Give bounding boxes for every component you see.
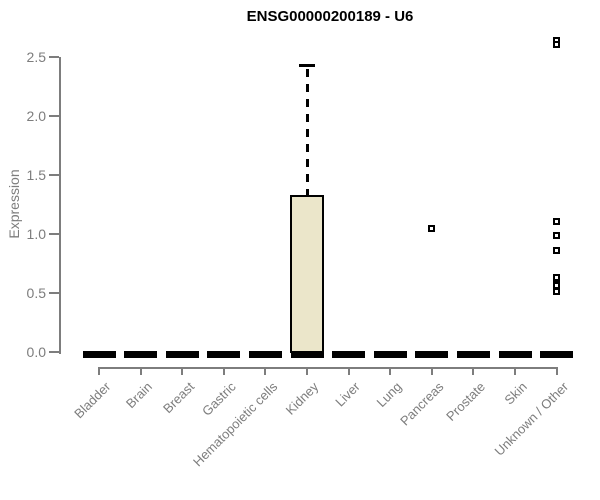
median-bar[interactable] xyxy=(415,351,449,358)
chart-title: ENSG00000200189 - U6 xyxy=(246,8,414,25)
outlier-marker[interactable] xyxy=(553,217,561,225)
x-category-label: Prostate xyxy=(443,379,489,424)
x-axis-tick xyxy=(514,367,516,375)
x-axis-tick xyxy=(347,367,350,375)
outlier-marker[interactable] xyxy=(553,231,561,239)
x-axis-tick xyxy=(139,367,142,375)
median-bar[interactable] xyxy=(540,351,574,358)
median-bar[interactable] xyxy=(82,351,116,358)
median-bar[interactable] xyxy=(248,351,282,358)
outlier-marker[interactable] xyxy=(428,224,436,232)
median-bar[interactable] xyxy=(124,351,158,358)
whisker-cap xyxy=(299,64,315,68)
outlier-marker[interactable] xyxy=(553,40,561,48)
x-axis-tick xyxy=(555,367,558,375)
x-category-label: Gastric xyxy=(198,379,239,419)
median-bar[interactable] xyxy=(456,351,490,358)
median-bar[interactable] xyxy=(373,351,407,358)
x-axis-tick xyxy=(264,367,267,375)
y-axis-tick xyxy=(48,351,59,353)
x-category-label: Kidney xyxy=(282,379,322,418)
y-axis-tick xyxy=(48,233,59,235)
box[interactable] xyxy=(290,195,324,353)
outlier-marker[interactable] xyxy=(553,288,561,296)
y-tick-label: 0.0 xyxy=(26,344,46,360)
y-axis-line xyxy=(58,57,61,354)
x-category-label: Skin xyxy=(501,379,530,408)
x-category-label: Lung xyxy=(373,379,405,411)
y-tick-label: 2.0 xyxy=(26,108,46,124)
x-axis-line xyxy=(98,367,558,369)
x-axis-tick xyxy=(306,367,308,375)
x-category-label: Breast xyxy=(159,379,197,417)
y-axis-tick xyxy=(48,115,59,117)
x-axis-tick xyxy=(181,367,184,375)
x-category-label: Bladder xyxy=(71,379,114,422)
median-bar[interactable] xyxy=(332,351,366,358)
x-category-label: Unknown / Other xyxy=(491,379,572,459)
median-bar[interactable] xyxy=(290,351,324,358)
x-axis-tick xyxy=(472,367,475,375)
x-axis-tick xyxy=(430,367,433,375)
x-axis-tick xyxy=(98,367,100,375)
median-bar[interactable] xyxy=(207,351,241,358)
x-axis-tick xyxy=(222,367,225,375)
y-axis-tick xyxy=(48,56,59,58)
y-tick-label: 2.5 xyxy=(26,49,46,65)
y-tick-label: 0.5 xyxy=(26,285,46,301)
x-category-label: Pancreas xyxy=(396,379,447,429)
x-axis-tick xyxy=(389,367,392,375)
outlier-marker[interactable] xyxy=(553,247,561,255)
median-bar[interactable] xyxy=(498,351,532,358)
whisker-line xyxy=(305,69,309,196)
y-tick-label: 1.5 xyxy=(26,167,46,183)
x-category-label: Brain xyxy=(123,379,156,412)
y-axis-tick xyxy=(48,174,59,176)
y-axis-tick xyxy=(48,292,59,294)
median-bar[interactable] xyxy=(165,351,199,358)
x-category-label: Liver xyxy=(332,379,364,410)
y-tick-label: 1.0 xyxy=(26,226,46,242)
